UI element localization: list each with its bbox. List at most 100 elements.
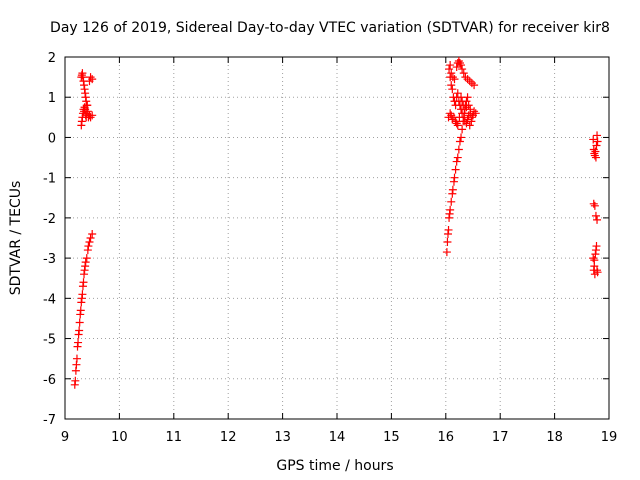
data-point [457, 93, 466, 102]
data-point [79, 278, 88, 287]
x-tick-label: 13 [274, 430, 291, 445]
data-point [457, 61, 466, 70]
data-point [74, 338, 83, 347]
data-point [82, 101, 91, 110]
data-point [466, 105, 475, 114]
x-tick-label: 12 [220, 430, 237, 445]
data-point [592, 242, 601, 251]
data-point [470, 107, 479, 116]
data-point [446, 109, 455, 118]
grid [65, 57, 609, 419]
data-point [448, 85, 457, 94]
y-tick-label: -3 [43, 252, 56, 267]
data-point [591, 153, 600, 162]
data-point [88, 229, 97, 238]
x-axis-label: GPS time / hours [276, 458, 393, 474]
data-point [467, 79, 476, 88]
data-point [461, 73, 470, 82]
data-point [451, 117, 460, 126]
y-tick-label: -7 [43, 413, 56, 428]
data-point [453, 153, 462, 162]
data-point [75, 318, 84, 327]
y-tick-labels: -7 -6 -5 -4 -3 -2 -1 0 1 2 [43, 51, 56, 428]
data-point [459, 113, 468, 122]
data-point [84, 242, 93, 251]
y-tick-label: -5 [43, 333, 56, 348]
data-point [448, 185, 457, 194]
y-tick-label: 0 [48, 131, 56, 146]
data-point [455, 137, 464, 146]
data-point [446, 61, 455, 70]
y-tick-label: -2 [43, 212, 56, 227]
data-point [78, 290, 87, 299]
data-point [448, 73, 457, 82]
x-tick-label: 10 [111, 430, 128, 445]
data-point [467, 117, 476, 126]
data-point [445, 65, 454, 74]
chart-title: Day 126 of 2019, Sidereal Day-to-day VTE… [50, 20, 610, 36]
data-point [463, 115, 472, 124]
data-point [459, 69, 468, 78]
y-tick-label: -6 [43, 373, 56, 388]
data-point [450, 75, 459, 84]
data-point [589, 135, 598, 144]
data-point [86, 113, 95, 122]
data-point [463, 75, 472, 84]
data-point [592, 141, 601, 150]
x-tick-label: 19 [601, 430, 618, 445]
data-point [591, 211, 600, 220]
data-point [465, 77, 474, 86]
data-point [452, 63, 461, 72]
data-point [590, 201, 599, 210]
data-point [85, 238, 94, 247]
data-point [452, 119, 461, 128]
data-point [589, 199, 598, 208]
data-point [453, 89, 462, 98]
data-point [72, 354, 81, 363]
data-point [464, 101, 473, 110]
data-point [86, 73, 95, 82]
data-point [75, 326, 84, 335]
x-tick-label: 14 [329, 430, 346, 445]
data-point [471, 109, 480, 118]
data-point [81, 258, 90, 267]
data-point [86, 234, 95, 242]
x-tick-label: 16 [438, 430, 455, 445]
data-point [447, 197, 456, 206]
data-point [465, 121, 474, 130]
plot-frame [64, 56, 610, 420]
data-point [458, 109, 467, 118]
data-point [443, 238, 452, 247]
x-tick-label: 15 [383, 430, 400, 445]
x-tick-label: 9 [61, 430, 69, 445]
data-point [450, 173, 459, 182]
y-tick-label: -1 [43, 172, 56, 187]
data-point [442, 248, 451, 257]
x-tick-label: 11 [166, 430, 183, 445]
data-point [82, 254, 91, 263]
data-point [76, 306, 85, 315]
data-point [452, 157, 461, 166]
data-point [458, 97, 467, 106]
data-point [447, 81, 456, 90]
data-point [593, 137, 602, 146]
data-point [458, 125, 467, 134]
data-point [593, 268, 602, 277]
y-tick-label: 2 [48, 51, 56, 66]
data-point [455, 59, 464, 68]
y-tick-label: -4 [43, 292, 56, 307]
x-tick-label: 18 [546, 430, 563, 445]
data-point [458, 65, 467, 74]
y-axis-label: SDTVAR / TECUs [8, 181, 24, 296]
data-point [470, 81, 479, 90]
data-point [590, 256, 599, 265]
data-point [447, 69, 456, 78]
data-point [88, 111, 97, 120]
data-point [589, 254, 598, 263]
data-point [593, 215, 602, 224]
y-tick-label: 1 [48, 91, 56, 106]
data-point [457, 133, 466, 142]
data-points [70, 57, 602, 389]
x-tick-label: 17 [492, 430, 509, 445]
